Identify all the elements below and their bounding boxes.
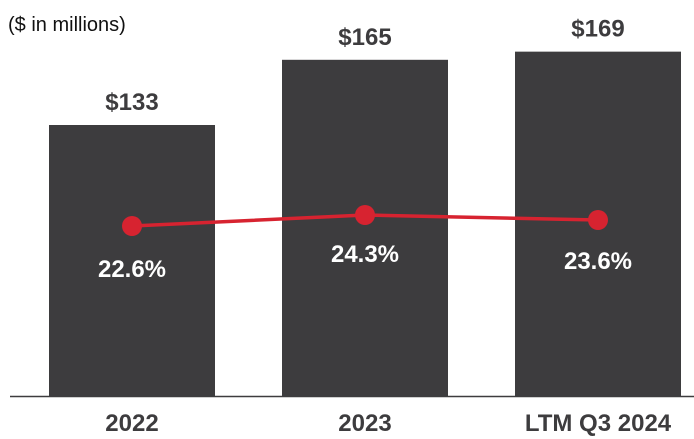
bar-value-label: $165 [338,24,391,51]
margin-point-3 [588,210,608,230]
category-label: 2023 [338,410,391,437]
margin-value-label: 24.3% [331,241,399,268]
bar-2 [282,60,448,396]
margin-value-label: 22.6% [98,256,166,283]
bar-value-label: $133 [105,89,158,116]
category-label: 2022 [105,410,158,437]
margin-point-1 [122,216,142,236]
category-label: LTM Q3 2024 [525,410,672,437]
margin-point-2 [355,205,375,225]
margin-value-label: 23.6% [564,248,632,275]
bar-value-label: $169 [571,16,624,43]
